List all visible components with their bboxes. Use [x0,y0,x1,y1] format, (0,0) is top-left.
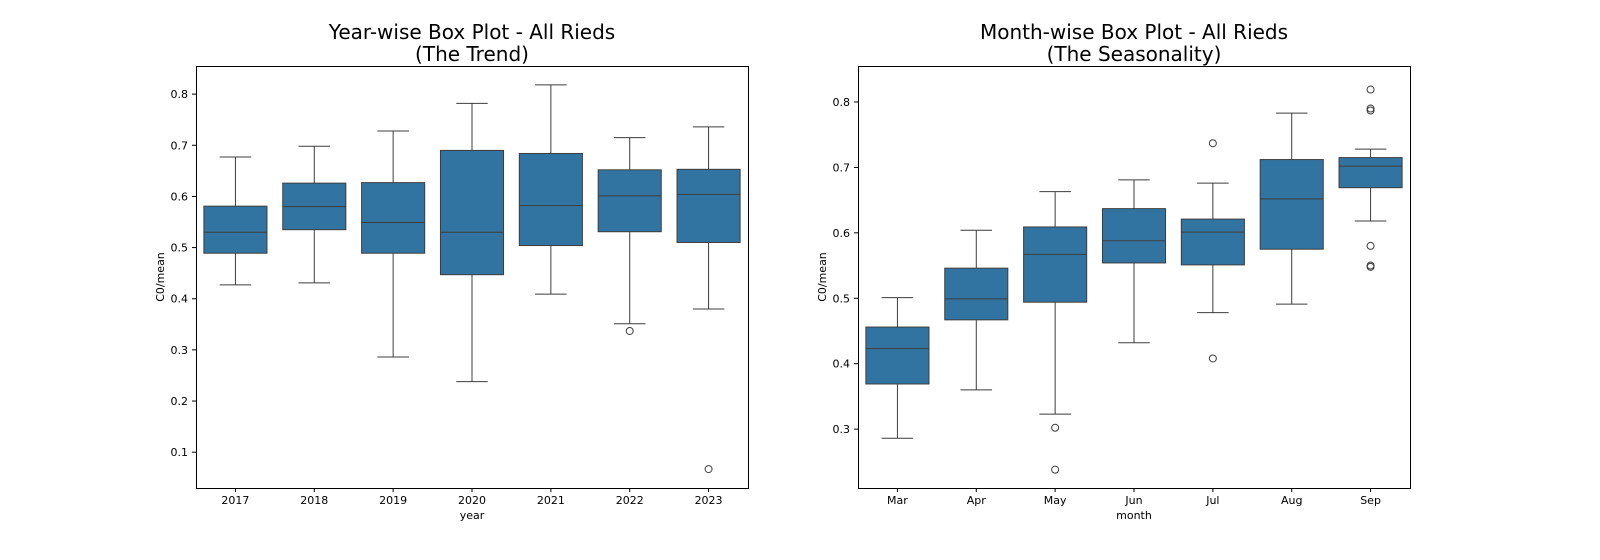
box [1259,159,1324,250]
x-tick-label: Aug [1281,494,1302,507]
x-tick-label: May [1044,494,1067,507]
chart-title-line-1: Month-wise Box Plot - All Rieds [980,20,1288,44]
box [597,169,662,233]
y-tick-label: 0.1 [171,446,189,459]
y-tick-label: 0.7 [171,139,189,152]
y-tick-label: 0.5 [833,292,851,305]
outlier-point [1366,241,1375,250]
outlier-point [1208,354,1217,363]
x-axis-label: month [1116,509,1152,522]
box [1180,218,1245,266]
box [944,267,1009,321]
x-tick-label: 2019 [379,494,407,507]
x-tick-label: 2023 [695,494,723,507]
x-tick-label: Mar [887,494,908,507]
y-axis-label: C0/mean [154,252,167,302]
month-wise-chart: Month-wise Box Plot - All Rieds (The Sea… [816,20,1411,522]
x-tick-label: Sep [1360,494,1381,507]
outlier-point [1366,85,1375,94]
x-axis-label: year [460,509,485,522]
chart-title-line-2: (The Seasonality) [1047,42,1222,66]
box [361,182,426,254]
outlier-point [1208,139,1217,148]
outlier-point [1366,106,1375,115]
box [1338,157,1403,189]
y-axis-label: C0/mean [816,252,829,302]
x-tick-label: 2017 [221,494,249,507]
y-tick-label: 0.7 [833,161,851,174]
box [203,205,268,254]
box [676,168,741,243]
outlier-point [1051,423,1060,432]
y-tick-label: 0.4 [171,293,189,306]
y-tick-label: 0.8 [833,96,851,109]
x-tick-label: Jun [1124,494,1142,507]
outlier-point [625,326,634,335]
y-tick-label: 0.3 [171,344,189,357]
y-tick-label: 0.5 [171,242,189,255]
x-tick-label: 2018 [300,494,328,507]
box [518,152,583,247]
box [865,326,930,385]
outlier-point [1366,104,1375,113]
chart-title-line-1: Year-wise Box Plot - All Rieds [328,20,615,44]
x-tick-label: 2021 [537,494,565,507]
outlier-point [704,465,713,474]
x-tick-label: Jul [1205,494,1219,507]
plot-area: 0.3 0.4 0.5 0.6 0.7 0.8 Mar Apr May Jun Jul Aug Sep [833,85,1403,507]
chart-title-line-2: (The Trend) [415,42,529,66]
y-tick-label: 0.2 [171,395,189,408]
box [1023,226,1088,303]
x-tick-label: 2020 [458,494,486,507]
y-tick-label: 0.4 [833,358,851,371]
y-tick-label: 0.3 [833,423,851,436]
x-tick-label: 2022 [616,494,644,507]
y-tick-label: 0.6 [171,190,189,203]
axes-frame [196,66,749,489]
y-tick-label: 0.8 [171,88,189,101]
outlier-point [1051,465,1060,474]
outlier-point [1366,262,1375,271]
plot-area: 0.1 0.2 0.3 0.4 0.5 0.6 0.7 0.8 2017 2018 2019 2020… [171,84,741,507]
box [439,149,505,276]
box [1101,208,1167,264]
year-wise-chart: Year-wise Box Plot - All Rieds (The Tren… [154,20,749,522]
axes-frame [858,66,1411,489]
y-tick-label: 0.6 [833,227,851,240]
x-tick-label: Apr [967,494,987,507]
